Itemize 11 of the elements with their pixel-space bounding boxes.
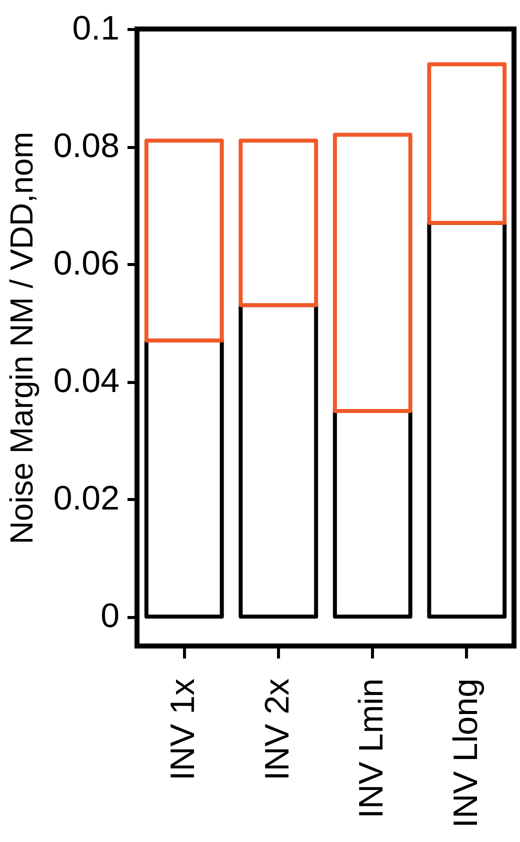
x-tick-label: INV 2x (258, 678, 296, 781)
y-tick-label: 0.08 (53, 127, 120, 166)
y-tick-label: 0.04 (53, 362, 120, 400)
y-tick-label: 0.06 (53, 244, 120, 283)
y-tick-label: 0.02 (53, 480, 120, 518)
y-tick-label: 0.1 (72, 10, 120, 48)
x-tick-label: INV 1x (164, 678, 202, 781)
y-tick-label: 0 (100, 597, 120, 636)
x-tick-label: INV Lmin (352, 678, 391, 818)
y-axis-title: Noise Margin NM / VDD,nom (3, 132, 40, 544)
x-tick-label: INV Llong (446, 678, 485, 828)
